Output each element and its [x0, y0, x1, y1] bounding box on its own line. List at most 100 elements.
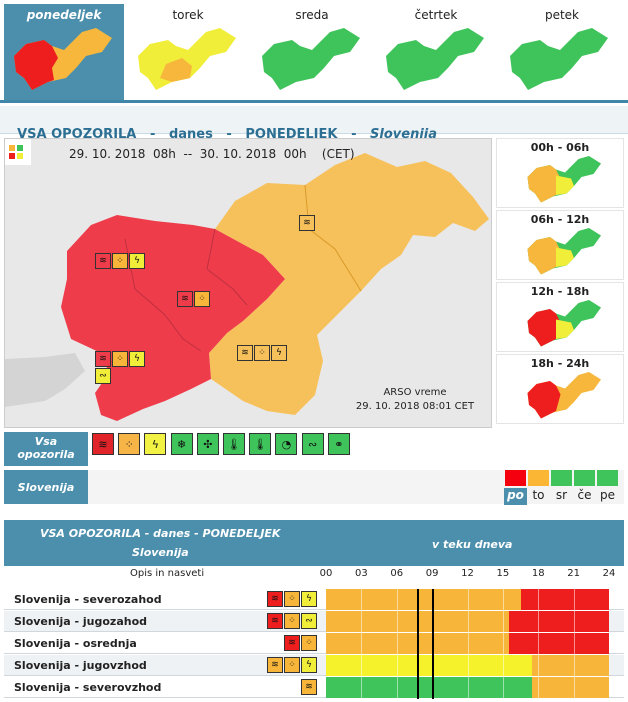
- warning-band: [326, 677, 533, 698]
- main-warning-map[interactable]: 29. 10. 2018 08h -- 30. 10. 2018 00h (CE…: [4, 138, 492, 428]
- timeline-gridline: [502, 589, 504, 699]
- day-level-1: [528, 470, 549, 486]
- wind-icon[interactable]: ≋: [95, 351, 111, 367]
- wind-icon[interactable]: ≋: [95, 253, 111, 269]
- thunderstorm-icon[interactable]: ϟ: [301, 657, 317, 673]
- wind-icon[interactable]: ≋: [267, 613, 283, 629]
- timeline-gridline: [467, 589, 469, 699]
- wind-icon[interactable]: ≋: [267, 591, 283, 607]
- day-tab-torek[interactable]: torek: [128, 4, 248, 100]
- hour-label: 00: [319, 568, 333, 579]
- day-level-label[interactable]: sr: [555, 488, 568, 502]
- timeslot-18-24[interactable]: 18h - 24h: [496, 354, 624, 424]
- thunderstorm-icon[interactable]: ϟ: [271, 345, 287, 361]
- hour-label: 12: [461, 568, 474, 579]
- legend-region-label: Slovenija: [17, 481, 75, 494]
- map-graphic: [5, 139, 489, 421]
- ice-icon[interactable]: ✣: [196, 433, 219, 455]
- rain-icon[interactable]: ⁘: [254, 345, 270, 361]
- wind-icon[interactable]: ≋: [92, 433, 114, 455]
- legend-title: Vsa opozorila: [4, 432, 88, 466]
- rain-icon[interactable]: ⁘: [112, 253, 128, 269]
- high-temperature-icon[interactable]: 🌡: [223, 433, 245, 455]
- day-level-label[interactable]: če: [577, 488, 592, 502]
- hour-label: 15: [496, 568, 510, 579]
- day-level-0: [505, 470, 526, 486]
- table-header: VSA OPOZORILA - danes - PONEDELJEK Slove…: [4, 520, 624, 566]
- thunderstorm-icon[interactable]: ϟ: [144, 433, 167, 455]
- timeline-gridline: [361, 589, 363, 699]
- timeslot-12-18[interactable]: 12h - 18h: [496, 282, 624, 352]
- credit-timestamp: 29. 10. 2018 08:01 CET: [355, 401, 475, 412]
- thunderstorm-icon[interactable]: ϟ: [129, 253, 145, 269]
- region-name: Slovenija - jugozahod: [14, 615, 148, 628]
- warning-band: [508, 611, 609, 632]
- timeslot-00-06[interactable]: 00h - 06h: [496, 138, 624, 208]
- hour-label: 24: [602, 568, 616, 579]
- wind-icon[interactable]: ≋: [267, 657, 283, 673]
- legend-region: Slovenija: [4, 470, 88, 504]
- warning-band: [326, 589, 521, 610]
- fire-icon[interactable]: ◔: [275, 433, 298, 455]
- day-tab-label: četrtek: [414, 8, 458, 22]
- day-tab-petek[interactable]: petek: [500, 4, 624, 100]
- thunderstorm-icon[interactable]: ϟ: [301, 591, 317, 607]
- timeslot-map: [527, 156, 601, 203]
- rain-icon[interactable]: ⁘: [112, 351, 128, 367]
- timeslot-label: 00h - 06h: [530, 141, 590, 154]
- day-level-3: [574, 470, 595, 486]
- page-title: VSA OPOZORILA - danes - PONEDELJEK - Slo…: [0, 106, 628, 142]
- wind-icon[interactable]: ≋: [299, 215, 315, 231]
- rain-icon[interactable]: ⁘: [194, 291, 210, 307]
- day-tab-sreda[interactable]: sreda: [252, 4, 372, 100]
- wind-icon[interactable]: ≋: [177, 291, 193, 307]
- wind-icon[interactable]: ≋: [301, 679, 317, 695]
- day-thumb-map: [386, 28, 484, 90]
- region-name: Slovenija - osrednja: [14, 637, 137, 650]
- timeslot-06-12[interactable]: 06h - 12h: [496, 210, 624, 280]
- current-time-marker: [416, 589, 419, 699]
- title-sep: -: [351, 127, 357, 142]
- table-subtitle: Slovenija: [132, 546, 189, 559]
- warning-band: [532, 677, 609, 698]
- day-thumb-map: [510, 28, 608, 90]
- warning-band: [326, 655, 533, 676]
- wind-icon[interactable]: ≋: [237, 345, 253, 361]
- date-to: 30. 10. 2018 00h: [199, 147, 307, 161]
- rain-icon[interactable]: ⁘: [284, 613, 300, 629]
- day-tab-label: sreda: [295, 8, 329, 22]
- map-date-range: 29. 10. 2018 08h -- 30. 10. 2018 00h (CE…: [69, 147, 355, 161]
- current-time-marker: [431, 589, 434, 699]
- day-level-2: [551, 470, 572, 486]
- coastal-icon[interactable]: ∾: [301, 433, 324, 455]
- region-name: Slovenija - severozahod: [14, 593, 162, 606]
- region-name: Slovenija - severovzhod: [14, 681, 162, 694]
- day-level-label[interactable]: to: [532, 488, 545, 502]
- legend-title-line: opozorila: [17, 448, 75, 461]
- coastal-icon[interactable]: ∾: [95, 368, 111, 384]
- day-thumb-map: [138, 28, 236, 90]
- warning-band: [508, 633, 609, 654]
- region-name: Slovenija - jugovzhod: [14, 659, 147, 672]
- day-level-label[interactable]: po: [504, 488, 527, 505]
- low-temperature-icon[interactable]: 🌡: [249, 433, 272, 455]
- warning-band: [520, 589, 609, 610]
- wind-icon[interactable]: ≋: [284, 635, 300, 651]
- table-title: VSA OPOZORILA - danes - PONEDELJEK: [40, 527, 281, 540]
- rain-icon[interactable]: ⁘: [284, 657, 300, 673]
- thunderstorm-icon[interactable]: ϟ: [129, 351, 145, 367]
- rain-icon[interactable]: ⁘: [301, 635, 317, 651]
- rain-icon[interactable]: ⁘: [284, 591, 300, 607]
- table-during-day: v teku dneva: [432, 538, 513, 551]
- warning-band: [532, 655, 609, 676]
- coastal-icon[interactable]: ∾: [301, 613, 317, 629]
- day-level-label[interactable]: pe: [600, 488, 615, 502]
- day-tab-cetrtek[interactable]: četrtek: [376, 4, 496, 100]
- flood-icon[interactable]: ⚭: [327, 433, 350, 455]
- legend-title-line: Vsa: [34, 435, 58, 448]
- snow-icon[interactable]: ❄: [170, 433, 193, 455]
- day-tab-label: ponedeljek: [26, 8, 102, 22]
- rain-icon[interactable]: ⁘: [118, 433, 141, 455]
- day-thumb-map: [14, 28, 112, 90]
- day-tab-ponedeljek[interactable]: ponedeljek: [4, 4, 124, 100]
